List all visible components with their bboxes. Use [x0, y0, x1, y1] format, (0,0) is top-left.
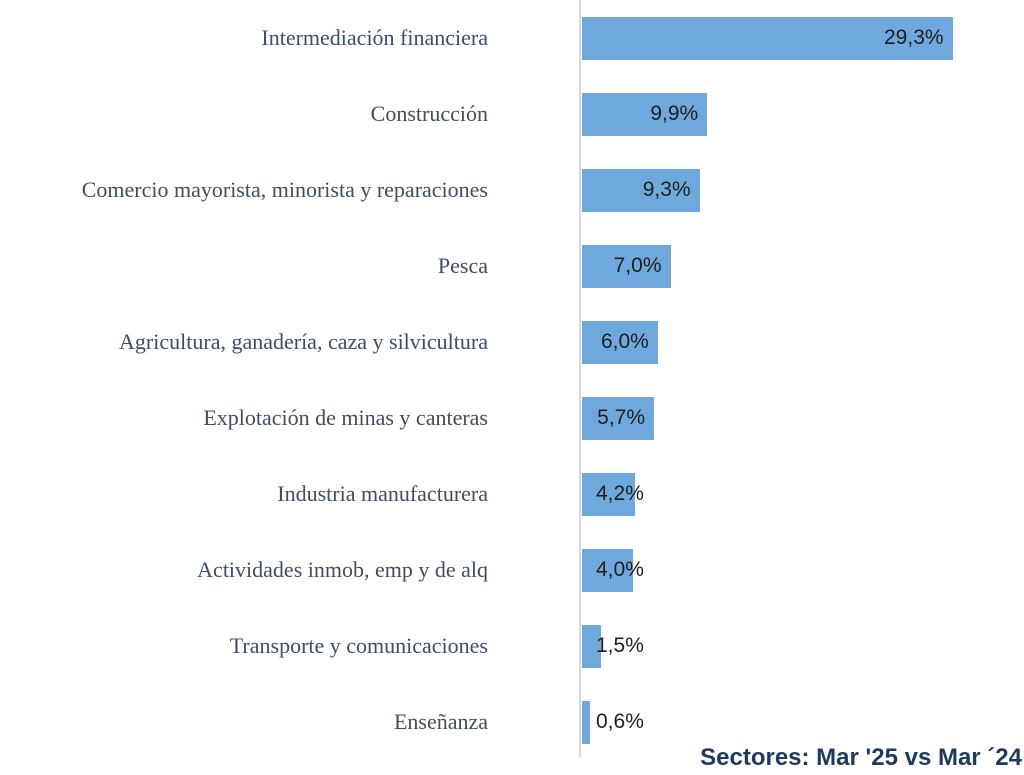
category-label: Pesca	[437, 252, 488, 278]
bar-row: Actividades inmob, emp y de alq 4,0%	[0, 532, 1024, 608]
bar-row: Transporte y comunicaciones 1,5%	[0, 608, 1024, 684]
bar-row: Construcción 9,9%	[0, 76, 1024, 152]
bar	[582, 548, 633, 592]
category-label: Enseñanza	[393, 708, 488, 734]
bar	[582, 396, 655, 440]
bar	[582, 16, 953, 60]
bar-area: 29,3%	[582, 0, 1024, 76]
bar	[582, 700, 590, 744]
category-label: Construcción	[370, 100, 488, 126]
bar	[582, 92, 708, 136]
bar	[582, 472, 636, 516]
value-label: 4,2%	[596, 482, 644, 505]
bar	[582, 244, 671, 288]
category-label: Industria manufacturera	[277, 480, 488, 506]
bar	[582, 168, 700, 212]
category-label: Explotación de minas y canteras	[203, 404, 488, 430]
bar-row: Intermediación financiera 29,3%	[0, 0, 1024, 76]
bar-row: Explotación de minas y canteras 5,7%	[0, 380, 1024, 456]
bar-area: 5,7%	[582, 380, 1024, 456]
bar-row: Industria manufacturera 4,2%	[0, 456, 1024, 532]
value-label: 7,0%	[613, 254, 662, 277]
category-label: Comercio mayorista, minorista y reparaci…	[81, 176, 488, 202]
chart-footer-caption: Sectores: Mar '25 vs Mar ´24	[700, 744, 1022, 771]
value-label: 6,0%	[600, 330, 649, 353]
bar-area: 9,9%	[582, 76, 1024, 152]
bar-row: Agricultura, ganadería, caza y silvicult…	[0, 304, 1024, 380]
category-label: Transporte y comunicaciones	[229, 632, 488, 658]
value-label: 9,9%	[650, 102, 699, 125]
y-axis-line	[579, 0, 581, 757]
bar-area: 0,6%	[582, 684, 1024, 760]
bar	[582, 624, 601, 668]
bar-area: 4,2%	[582, 456, 1024, 532]
bar-area: 9,3%	[582, 152, 1024, 228]
bar-area: 4,0%	[582, 532, 1024, 608]
value-label: 0,6%	[596, 710, 644, 733]
bar-area: 6,0%	[582, 304, 1024, 380]
bar	[582, 320, 658, 364]
bar-area: 1,5%	[582, 608, 1024, 684]
bar-row: Comercio mayorista, minorista y reparaci…	[0, 152, 1024, 228]
category-label: Intermediación financiera	[261, 24, 488, 50]
value-label: 1,5%	[596, 634, 644, 657]
bar-area: 7,0%	[582, 228, 1024, 304]
value-label: 29,3%	[884, 26, 944, 49]
value-label: 9,3%	[642, 178, 691, 201]
value-label: 4,0%	[596, 558, 644, 581]
category-label: Agricultura, ganadería, caza y silvicult…	[119, 328, 488, 354]
bar-row: Pesca 7,0%	[0, 228, 1024, 304]
value-label: 5,7%	[597, 406, 646, 429]
bar-row: Enseñanza 0,6%	[0, 684, 1024, 760]
category-label: Actividades inmob, emp y de alq	[197, 556, 488, 582]
